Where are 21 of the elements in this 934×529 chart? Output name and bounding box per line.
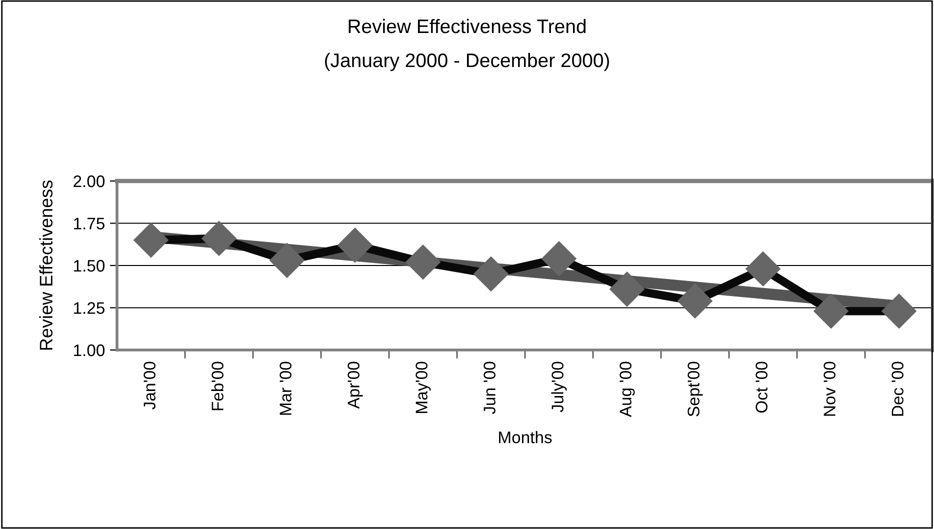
y-tick-label: 2.00 (74, 175, 105, 188)
chart-subtitle: (January 2000 - December 2000) (325, 52, 610, 72)
y-tick-label: 1.00 (74, 344, 105, 356)
x-tick-label: Nov '00 (824, 362, 836, 416)
x-tick-label: Sept'00 (688, 362, 703, 416)
x-tick-label: Dec '00 (892, 362, 904, 416)
y-tick-label: 1.75 (74, 218, 104, 230)
x-tick-label: Apr'00 (348, 362, 363, 409)
y-tick-label: 1.50 (74, 260, 105, 272)
y-axis-title: Review Effectiveness (39, 180, 53, 350)
x-tick-label: Mar '00 (280, 362, 292, 415)
x-tick-label: Oct '00 (756, 362, 768, 413)
x-tick-label: Jun '00 (484, 362, 496, 414)
y-tick-label: 1.25 (74, 302, 104, 314)
x-tick-label: May'00 (416, 362, 431, 413)
x-tick-label: July'00 (551, 362, 567, 412)
x-tick-label: Aug '00 (620, 362, 635, 418)
x-tick-label: Jan'00 (144, 362, 156, 410)
x-tick-label: Feb'00 (211, 362, 224, 410)
chart-title: Review Effectiveness Trend (348, 18, 586, 34)
x-axis-title: Months (499, 431, 552, 444)
